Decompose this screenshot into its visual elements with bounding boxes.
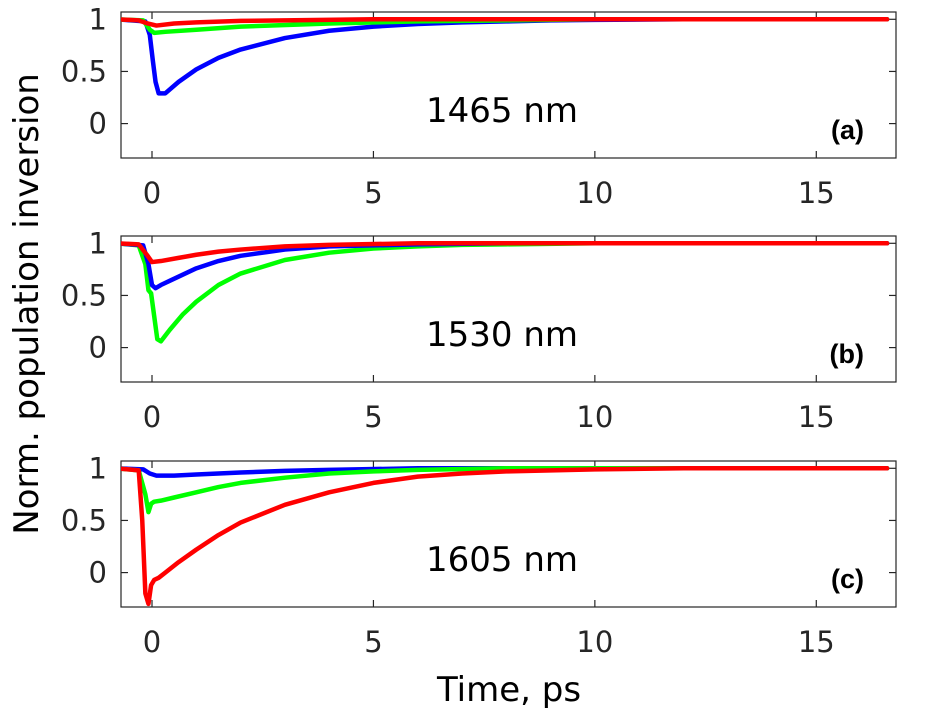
x-tick-label: 5 (364, 400, 382, 434)
x-tick-label: 10 (576, 176, 613, 210)
y-axis-label: Norm. population inversion (7, 73, 47, 535)
plot-frame (120, 11, 897, 159)
y-tick-label: 1 (89, 451, 107, 485)
x-tick-label: 15 (798, 400, 835, 434)
panel-tag: (b) (830, 339, 864, 369)
x-tick-label: 5 (364, 176, 382, 210)
series-line (121, 466, 890, 478)
panel-b: 0 5 10 15 0 0.5 1 1530 nm (b) (61, 226, 897, 434)
series-group (121, 241, 890, 344)
y-tick-label: 0.5 (61, 54, 107, 88)
x-tick-label: 0 (143, 176, 161, 210)
series-line (121, 466, 890, 607)
series-group (121, 466, 890, 607)
panel-tag: (a) (831, 115, 864, 145)
y-tick-label: 0.5 (61, 503, 107, 537)
y-tick-label: 0 (89, 107, 107, 141)
series-group (121, 17, 890, 96)
series-line (121, 17, 890, 28)
plot-frame (120, 460, 897, 608)
x-tick-label: 0 (143, 625, 161, 659)
y-tick-label: 0 (89, 331, 107, 365)
x-tick-label: 15 (798, 625, 835, 659)
x-tick-label: 15 (798, 176, 835, 210)
wavelength-annotation: 1465 nm (426, 91, 578, 131)
plot-frame (120, 235, 897, 383)
x-axis-label: Time, ps (436, 670, 581, 710)
y-tick-label: 0.5 (61, 278, 107, 312)
wavelength-annotation: 1530 nm (426, 315, 578, 355)
x-tick-label: 10 (576, 400, 613, 434)
y-tick-label: 1 (89, 2, 107, 36)
panel-c: 0 5 10 15 0 0.5 1 1605 nm (c) (61, 451, 897, 659)
panel-tag: (c) (831, 564, 864, 594)
x-tick-label: 5 (364, 625, 382, 659)
panel-a: 0 5 10 15 0 0.5 1 1465 nm (a) (61, 2, 897, 210)
series-line (121, 466, 890, 515)
x-tick-label: 10 (576, 625, 613, 659)
wavelength-annotation: 1605 nm (426, 540, 578, 580)
series-line (121, 241, 890, 265)
y-tick-label: 0 (89, 556, 107, 590)
y-tick-label: 1 (89, 226, 107, 260)
x-tick-label: 0 (143, 400, 161, 434)
